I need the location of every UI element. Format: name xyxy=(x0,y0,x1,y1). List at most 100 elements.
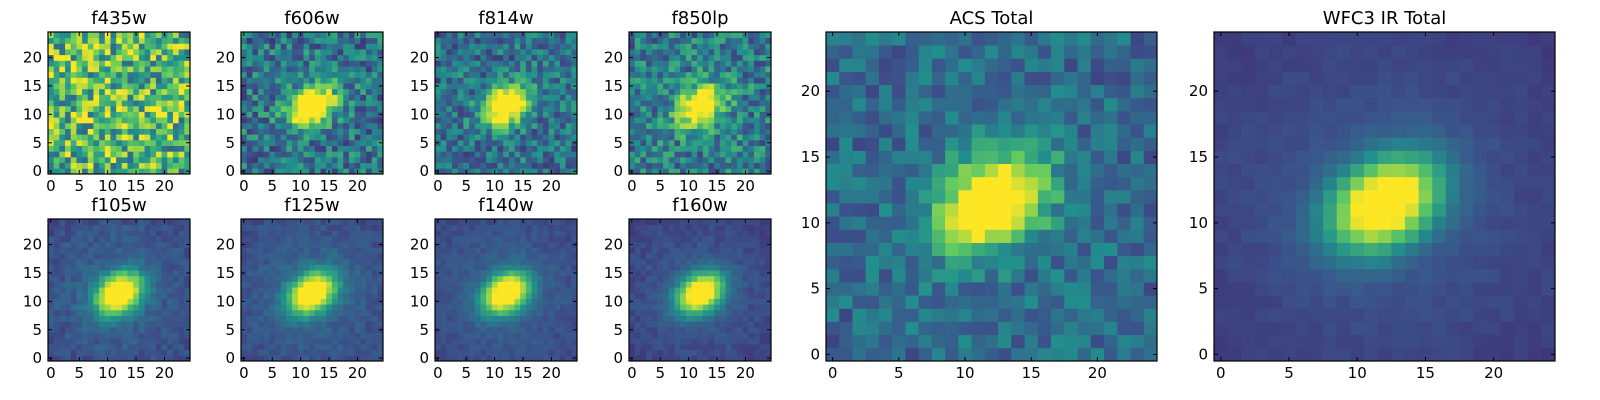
pixel-cell xyxy=(634,32,641,39)
pixel-cell xyxy=(651,88,658,95)
pixel-cell xyxy=(685,145,692,152)
pixel-cell xyxy=(297,298,304,305)
pixel-cell xyxy=(520,343,527,351)
pixel-cell xyxy=(53,117,60,124)
pixel-cell xyxy=(297,49,304,56)
pixel-cell xyxy=(354,270,361,277)
pixel-cell xyxy=(303,71,310,78)
pixel-cell xyxy=(377,343,384,351)
pixel-cell xyxy=(446,117,453,124)
pixel-cell xyxy=(748,321,755,328)
pixel-cell xyxy=(161,66,168,73)
pixel-cell xyxy=(241,88,248,95)
pixel-cell xyxy=(629,37,636,44)
pixel-cell xyxy=(514,241,521,248)
pixel-cell xyxy=(178,162,185,169)
pixel-cell xyxy=(537,134,544,141)
pixel-cell xyxy=(748,71,755,78)
pixel-cell xyxy=(674,134,681,141)
pixel-cell xyxy=(537,349,544,356)
pixel-cell xyxy=(280,117,287,124)
pixel-cell xyxy=(155,349,162,356)
pixel-cell xyxy=(491,230,498,237)
pixel-cell xyxy=(708,298,715,305)
pixel-cell xyxy=(640,168,647,175)
pixel-cell xyxy=(657,71,664,78)
pixel-cell xyxy=(343,304,350,311)
pixel-cell xyxy=(559,321,567,328)
pixel-cell xyxy=(59,264,66,271)
y-tick-label: 5 xyxy=(32,321,42,339)
pixel-cell xyxy=(331,298,338,305)
pixel-cell xyxy=(53,111,60,118)
pixel-cell xyxy=(708,66,715,73)
pixel-cell xyxy=(457,309,464,316)
pixel-cell xyxy=(343,43,350,50)
pixel-cell xyxy=(70,230,77,237)
pixel-cell xyxy=(48,162,55,169)
pixel-cell xyxy=(93,156,100,164)
pixel-cell xyxy=(161,349,168,356)
pixel-cell xyxy=(354,88,361,95)
image-pixels xyxy=(241,32,384,175)
pixel-cell xyxy=(497,309,504,316)
pixel-cell xyxy=(343,145,350,152)
pixel-cell xyxy=(150,343,157,351)
pixel-cell xyxy=(674,338,681,345)
pixel-cell xyxy=(303,321,310,328)
pixel-cell xyxy=(292,292,299,299)
pixel-cell xyxy=(326,151,333,158)
pixel-cell xyxy=(280,168,287,175)
pixel-cell xyxy=(138,88,145,95)
pixel-cell xyxy=(531,236,538,243)
pixel-cell xyxy=(685,332,692,339)
pixel-cell xyxy=(520,111,527,118)
pixel-cell xyxy=(53,343,60,351)
pixel-cell xyxy=(258,37,265,44)
pixel-cell xyxy=(480,230,487,237)
pixel-cell xyxy=(531,105,538,112)
pixel-cell xyxy=(121,230,128,237)
pixel-cell xyxy=(480,151,487,158)
pixel-cell xyxy=(663,304,670,311)
pixel-cell xyxy=(537,122,544,129)
pixel-cell xyxy=(53,298,60,305)
pixel-cell xyxy=(87,117,94,124)
pixel-cell xyxy=(354,43,361,50)
pixel-cell xyxy=(292,128,299,135)
pixel-cell xyxy=(525,315,532,322)
pixel-cell xyxy=(508,100,515,107)
pixel-cell xyxy=(663,100,670,107)
pixel-cell xyxy=(150,304,157,311)
pixel-cell xyxy=(121,349,128,356)
y-tick-label: 20 xyxy=(216,49,235,67)
pixel-cell xyxy=(708,122,715,129)
pixel-cell xyxy=(571,275,578,282)
pixel-cell xyxy=(463,258,470,265)
pixel-cell xyxy=(365,343,373,351)
pixel-cell xyxy=(663,117,670,124)
pixel-cell xyxy=(110,219,117,226)
pixel-cell xyxy=(486,117,493,124)
pixel-cell xyxy=(503,54,510,61)
pixel-cell xyxy=(377,309,384,316)
pixel-cell xyxy=(110,343,117,351)
panel-title: f140w xyxy=(478,195,533,216)
pixel-cell xyxy=(314,275,321,282)
pixel-cell xyxy=(520,326,527,333)
pixel-cell xyxy=(93,264,100,271)
pixel-cell xyxy=(178,349,185,356)
pixel-cell xyxy=(93,105,100,112)
pixel-cell xyxy=(121,292,128,299)
pixel-cell xyxy=(714,77,721,84)
pixel-cell xyxy=(514,32,521,39)
pixel-cell xyxy=(668,304,675,311)
pixel-cell xyxy=(172,343,180,351)
pixel-cell xyxy=(685,37,692,44)
pixel-cell xyxy=(525,281,532,288)
pixel-cell xyxy=(537,77,544,84)
pixel-cell xyxy=(629,321,636,328)
pixel-cell xyxy=(657,49,664,56)
pixel-cell xyxy=(497,219,504,226)
pixel-cell xyxy=(435,37,442,44)
